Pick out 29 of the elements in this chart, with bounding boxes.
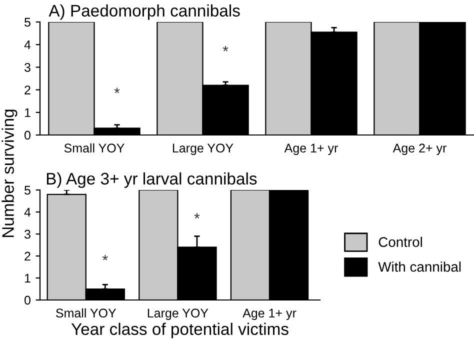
y-tick-label: 1: [24, 274, 30, 283]
x-tick-label: Age 1+ yr: [242, 308, 296, 320]
x-tick-label: Age 2+ yr: [392, 144, 446, 155]
y-tick-label: 1: [24, 108, 30, 117]
y-tick-label: 3: [24, 230, 30, 239]
x-tick-label: Small YOY: [64, 143, 124, 153]
annotation: *: [114, 88, 120, 94]
annotation: *: [102, 254, 108, 260]
x-tick-label: Large YOY: [172, 144, 234, 155]
annotation: *: [194, 213, 200, 219]
legend-label: Control: [378, 236, 422, 247]
annotation: *: [222, 46, 228, 52]
y-tick-label: 2: [24, 252, 30, 261]
y-tick-label: 5: [24, 186, 30, 195]
y-tick-label: 4: [24, 40, 31, 50]
y-tick-label: 0: [24, 296, 30, 305]
y-axis-title: Number surviving: [2, 110, 18, 237]
x-tick-label: Large YOY: [148, 308, 208, 320]
x-tick-label: Age 1+ yr: [284, 144, 338, 155]
legend-label: With cannibal: [378, 262, 461, 272]
x-axis-title: Year class of potential victims: [71, 322, 288, 338]
chart-title: A) Paedomorph cannibals: [48, 4, 240, 20]
y-tick-label: 2: [24, 86, 30, 94]
x-tick-label: Small YOY: [56, 308, 116, 318]
y-tick-label: 3: [24, 63, 30, 72]
chart-title: B) Age 3+ yr larval cannibals: [46, 172, 257, 188]
y-tick-label: 5: [24, 18, 30, 27]
y-tick-label: 4: [24, 208, 31, 217]
y-tick-label: 0: [24, 130, 30, 140]
